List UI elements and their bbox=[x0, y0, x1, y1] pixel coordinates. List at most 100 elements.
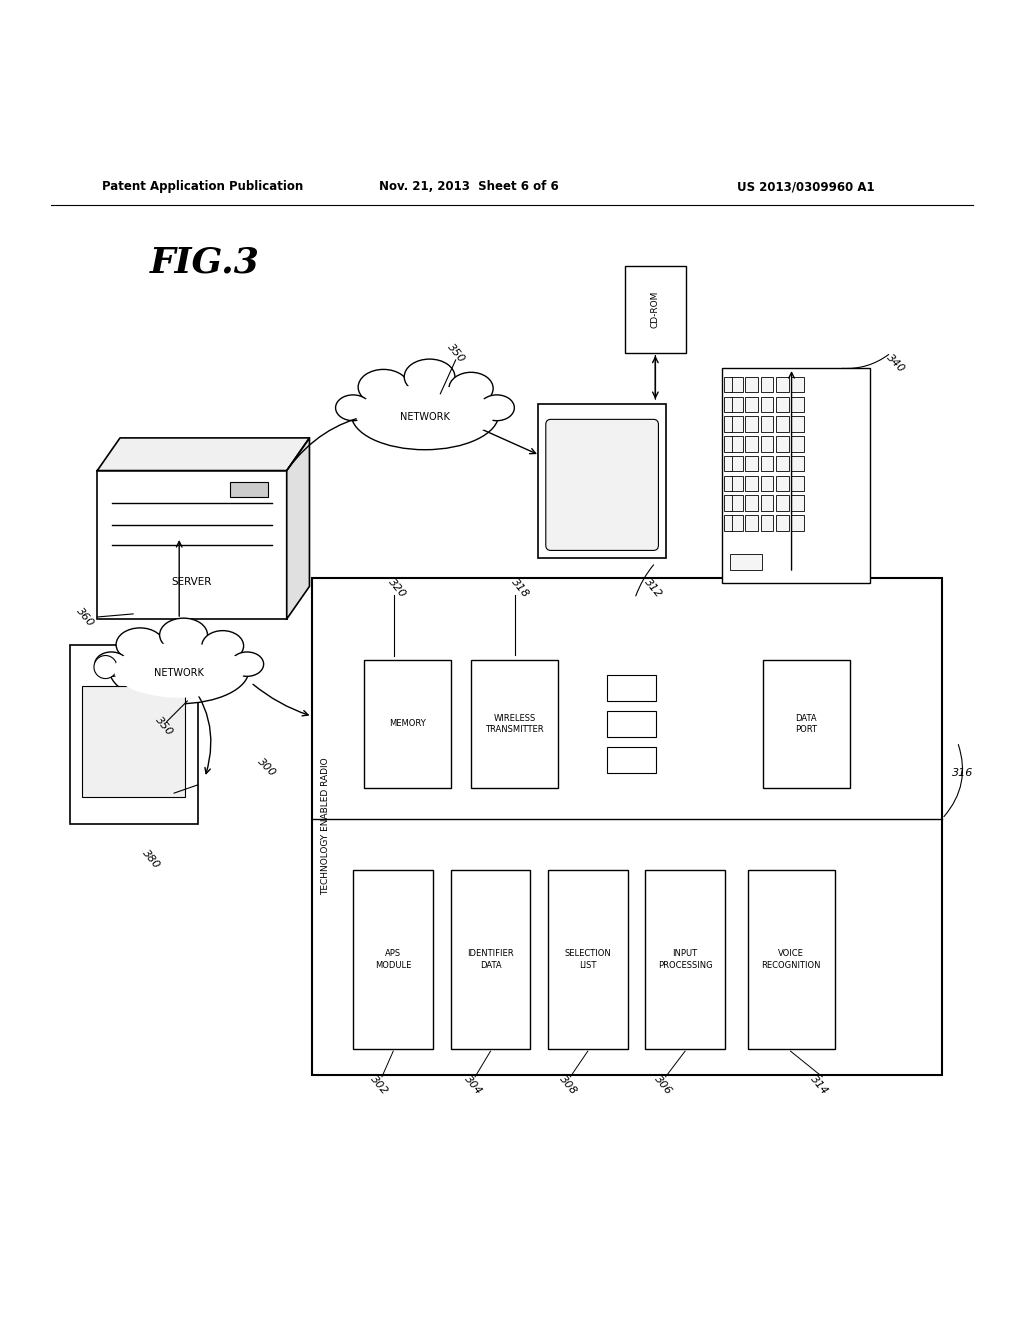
Text: 320: 320 bbox=[387, 577, 408, 599]
Text: DATA
PORT: DATA PORT bbox=[796, 714, 817, 734]
Bar bbox=[229, 482, 268, 498]
Bar bbox=[761, 515, 773, 531]
Ellipse shape bbox=[449, 372, 494, 404]
Circle shape bbox=[94, 656, 117, 678]
Ellipse shape bbox=[358, 370, 409, 405]
Bar bbox=[730, 455, 742, 471]
Text: 380: 380 bbox=[141, 849, 162, 871]
Text: 340: 340 bbox=[885, 352, 907, 374]
Ellipse shape bbox=[95, 652, 128, 676]
Ellipse shape bbox=[110, 636, 249, 704]
Bar bbox=[607, 747, 656, 772]
Text: SERVER: SERVER bbox=[172, 577, 212, 587]
Text: INPUT
PROCESSING: INPUT PROCESSING bbox=[657, 949, 713, 970]
Bar bbox=[730, 376, 742, 392]
Bar bbox=[761, 475, 773, 491]
Bar bbox=[745, 416, 758, 432]
Text: WIRELESS
TRANSMITTER: WIRELESS TRANSMITTER bbox=[485, 714, 544, 734]
Bar bbox=[745, 495, 758, 511]
Ellipse shape bbox=[351, 379, 499, 450]
Bar bbox=[607, 711, 656, 737]
Text: 300: 300 bbox=[255, 756, 278, 779]
Bar bbox=[761, 455, 773, 471]
Ellipse shape bbox=[116, 628, 164, 661]
Bar bbox=[451, 870, 530, 1049]
Bar bbox=[792, 376, 804, 392]
Text: 308: 308 bbox=[558, 1073, 579, 1097]
Polygon shape bbox=[97, 438, 309, 470]
Text: US 2013/0309960 A1: US 2013/0309960 A1 bbox=[737, 181, 874, 194]
Text: 312: 312 bbox=[643, 577, 664, 599]
Ellipse shape bbox=[355, 385, 494, 444]
Bar bbox=[776, 495, 788, 511]
Bar bbox=[722, 368, 870, 583]
Bar bbox=[745, 455, 758, 471]
FancyBboxPatch shape bbox=[546, 420, 658, 550]
Bar bbox=[730, 436, 742, 451]
Bar bbox=[730, 475, 742, 491]
Text: 350: 350 bbox=[154, 715, 174, 738]
Bar bbox=[70, 644, 198, 824]
Bar bbox=[776, 376, 788, 392]
Text: CD-ROM: CD-ROM bbox=[651, 290, 659, 327]
Bar bbox=[724, 416, 732, 432]
Text: 316: 316 bbox=[952, 768, 973, 777]
Text: 318: 318 bbox=[510, 577, 530, 599]
Ellipse shape bbox=[202, 631, 244, 661]
Bar bbox=[792, 416, 804, 432]
Bar bbox=[353, 870, 433, 1049]
Text: MEMORY: MEMORY bbox=[389, 719, 425, 729]
Bar bbox=[748, 870, 835, 1049]
Ellipse shape bbox=[336, 395, 371, 421]
Bar bbox=[761, 436, 773, 451]
Ellipse shape bbox=[404, 359, 455, 395]
Ellipse shape bbox=[479, 395, 514, 421]
Ellipse shape bbox=[230, 652, 263, 676]
Bar bbox=[745, 396, 758, 412]
Bar bbox=[548, 870, 628, 1049]
Bar bbox=[312, 578, 942, 1074]
Bar bbox=[724, 515, 732, 531]
Bar bbox=[776, 515, 788, 531]
Bar bbox=[730, 416, 742, 432]
Bar bbox=[792, 515, 804, 531]
Circle shape bbox=[141, 656, 164, 678]
Ellipse shape bbox=[160, 618, 208, 652]
Bar bbox=[792, 396, 804, 412]
Bar bbox=[471, 660, 558, 788]
Bar bbox=[97, 470, 287, 619]
Bar bbox=[745, 436, 758, 451]
Bar bbox=[730, 396, 742, 412]
Polygon shape bbox=[287, 438, 309, 619]
Bar bbox=[607, 676, 656, 701]
Bar bbox=[761, 416, 773, 432]
Bar bbox=[761, 495, 773, 511]
Text: IDENTIFIER
DATA: IDENTIFIER DATA bbox=[467, 949, 514, 970]
Text: Patent Application Publication: Patent Application Publication bbox=[102, 181, 304, 194]
Bar bbox=[724, 436, 732, 451]
Bar bbox=[724, 376, 732, 392]
Ellipse shape bbox=[114, 643, 245, 698]
Bar bbox=[625, 265, 686, 352]
Text: VOICE
RECOGNITION: VOICE RECOGNITION bbox=[761, 949, 821, 970]
Bar bbox=[724, 475, 732, 491]
Bar bbox=[776, 436, 788, 451]
Bar bbox=[776, 455, 788, 471]
Text: 302: 302 bbox=[369, 1073, 389, 1097]
Bar bbox=[776, 475, 788, 491]
Bar bbox=[730, 495, 742, 511]
Text: APS
MODULE: APS MODULE bbox=[375, 949, 412, 970]
Bar bbox=[776, 396, 788, 412]
Text: NETWORK: NETWORK bbox=[400, 412, 450, 422]
Bar bbox=[763, 660, 850, 788]
Bar bbox=[745, 376, 758, 392]
Text: Nov. 21, 2013  Sheet 6 of 6: Nov. 21, 2013 Sheet 6 of 6 bbox=[379, 181, 559, 194]
Bar bbox=[730, 554, 762, 570]
Text: 304: 304 bbox=[463, 1073, 483, 1097]
Bar bbox=[645, 870, 725, 1049]
Text: FIG.3: FIG.3 bbox=[150, 246, 260, 280]
Bar bbox=[724, 495, 732, 511]
Bar bbox=[745, 475, 758, 491]
Text: 360: 360 bbox=[75, 606, 95, 628]
Text: SELECTION
LIST: SELECTION LIST bbox=[564, 949, 611, 970]
